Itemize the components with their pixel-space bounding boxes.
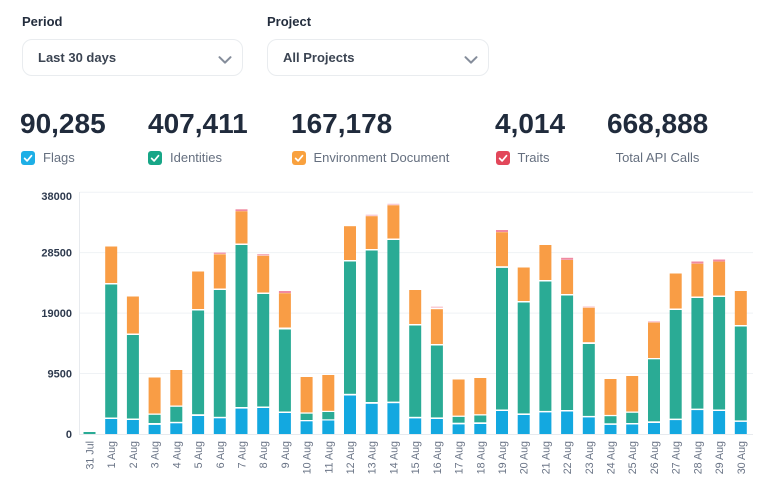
svg-text:2 Aug: 2 Aug [128, 441, 140, 468]
svg-text:6 Aug: 6 Aug [215, 441, 227, 468]
svg-text:31 Jul: 31 Jul [85, 441, 97, 470]
svg-text:0: 0 [66, 429, 72, 441]
svg-text:24 Aug: 24 Aug [606, 441, 618, 474]
svg-text:15 Aug: 15 Aug [410, 441, 422, 474]
svg-text:3 Aug: 3 Aug [150, 441, 162, 468]
svg-text:9 Aug: 9 Aug [280, 441, 292, 468]
svg-text:38000: 38000 [41, 191, 72, 203]
svg-text:13 Aug: 13 Aug [367, 441, 379, 474]
svg-text:25 Aug: 25 Aug [627, 441, 639, 474]
svg-text:9500: 9500 [48, 369, 72, 381]
svg-text:11 Aug: 11 Aug [323, 441, 335, 474]
svg-text:28 Aug: 28 Aug [692, 441, 704, 474]
svg-text:10 Aug: 10 Aug [302, 441, 314, 474]
svg-text:26 Aug: 26 Aug [649, 441, 661, 474]
svg-text:7 Aug: 7 Aug [237, 441, 249, 468]
svg-text:18 Aug: 18 Aug [475, 441, 487, 474]
svg-text:14 Aug: 14 Aug [388, 441, 400, 474]
svg-text:16 Aug: 16 Aug [432, 441, 444, 474]
svg-text:21 Aug: 21 Aug [540, 441, 552, 474]
svg-text:19 Aug: 19 Aug [497, 441, 509, 474]
svg-text:27 Aug: 27 Aug [671, 441, 683, 474]
svg-text:12 Aug: 12 Aug [345, 441, 357, 474]
svg-text:30 Aug: 30 Aug [736, 441, 748, 474]
svg-text:19000: 19000 [41, 308, 72, 320]
svg-text:29 Aug: 29 Aug [714, 441, 726, 474]
svg-text:1 Aug: 1 Aug [106, 441, 118, 468]
svg-text:17 Aug: 17 Aug [454, 441, 466, 474]
svg-text:8 Aug: 8 Aug [258, 441, 270, 468]
svg-text:5 Aug: 5 Aug [193, 441, 205, 468]
svg-text:4 Aug: 4 Aug [171, 441, 183, 468]
svg-text:22 Aug: 22 Aug [562, 441, 574, 474]
svg-text:23 Aug: 23 Aug [584, 441, 596, 474]
svg-text:28500: 28500 [41, 248, 72, 260]
svg-text:20 Aug: 20 Aug [519, 441, 531, 474]
